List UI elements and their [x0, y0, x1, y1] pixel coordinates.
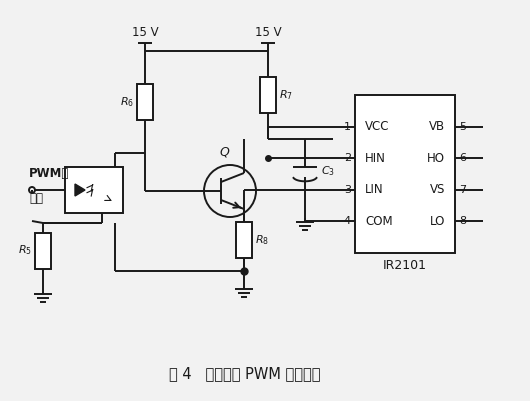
Text: 5: 5 [459, 122, 466, 132]
Text: $R_6$: $R_6$ [120, 95, 134, 109]
Text: $Q$: $Q$ [219, 145, 231, 159]
Text: 图 4   采样电路 PWM 驱动电路: 图 4 采样电路 PWM 驱动电路 [169, 366, 321, 381]
Text: LO: LO [430, 215, 445, 228]
Text: HIN: HIN [365, 152, 386, 165]
Text: 8: 8 [459, 217, 466, 227]
Text: 2: 2 [344, 153, 351, 163]
Text: LIN: LIN [365, 183, 384, 196]
Bar [355, 95, 455, 253]
Text: 1: 1 [344, 122, 351, 132]
Text: 7: 7 [459, 185, 466, 195]
Bar [35, 233, 51, 269]
Text: 输入: 输入 [29, 192, 43, 205]
Text: $R_7$: $R_7$ [279, 88, 293, 102]
Text: VCC: VCC [365, 120, 390, 133]
Text: $C_3$: $C_3$ [321, 164, 335, 178]
Polygon shape [75, 184, 85, 196]
Text: COM: COM [365, 215, 393, 228]
Bar [236, 222, 252, 258]
Text: VS: VS [430, 183, 445, 196]
Text: VB: VB [429, 120, 445, 133]
Text: 15 V: 15 V [255, 26, 281, 39]
Text: 4: 4 [344, 217, 351, 227]
Bar [137, 84, 153, 120]
Text: 3: 3 [344, 185, 351, 195]
Bar [65, 167, 123, 213]
Text: 15 V: 15 V [131, 26, 158, 39]
Text: $R_8$: $R_8$ [255, 233, 269, 247]
Text: IR2101: IR2101 [383, 259, 427, 272]
Text: PWM波: PWM波 [29, 167, 69, 180]
Text: $R_5$: $R_5$ [18, 243, 32, 257]
Bar [260, 77, 276, 113]
Text: 6: 6 [459, 153, 466, 163]
Text: HO: HO [427, 152, 445, 165]
